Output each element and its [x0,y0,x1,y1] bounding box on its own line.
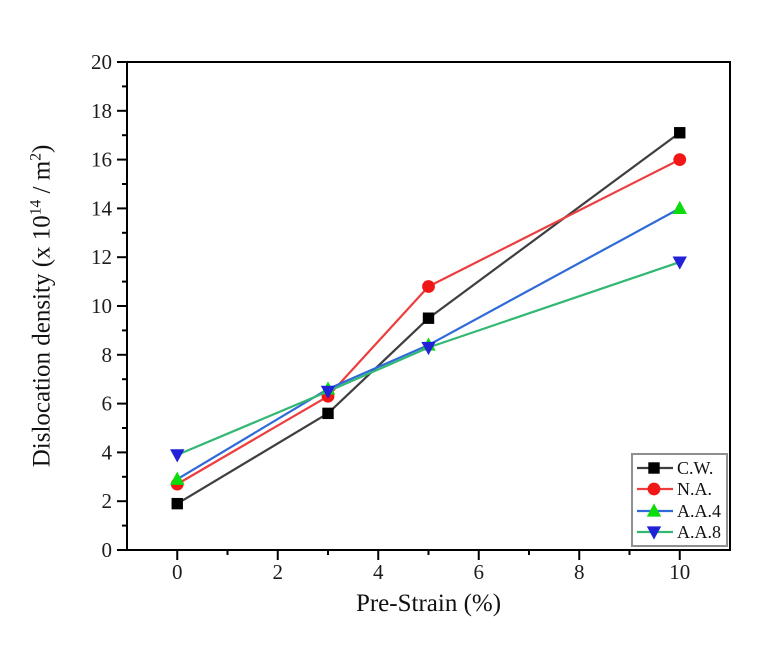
series-line [176,207,681,481]
legend-swatch [637,526,673,540]
y-axis-tick-label: 12 [91,245,112,269]
legend-entry-cw: C.W. [637,457,722,478]
y-axis-tick-label: 4 [102,440,113,464]
y-axis-tick-label: 18 [91,99,112,123]
legend-entry-aa4: A.A.4 [637,500,722,521]
y-axis-tick-label: 2 [102,489,113,513]
data-point-marker [170,449,185,463]
data-point-marker [170,471,185,485]
series-line [176,158,681,486]
triangle-up-icon [646,503,662,517]
legend-box: C.W. N.A. A.A.4 A.A.8 [631,453,728,547]
x-axis-label: Pre-Strain (%) [355,590,502,617]
y-axis-label-superscript-exponent: 14 [27,199,45,216]
triangle-down-icon [646,526,662,540]
series-line [176,261,681,456]
legend-label: N.A. [677,479,712,500]
series-line [176,131,681,505]
series-aa8 [170,256,687,463]
data-point-marker [422,280,435,293]
series-cw [171,127,686,510]
data-point-marker [673,153,687,167]
y-axis-label-text: / m [28,160,56,200]
data-point-marker [421,341,436,356]
y-axis-label-text: Dislocation density (x 10 [28,215,56,468]
circle-icon [647,482,661,496]
legend-swatch [637,462,673,474]
legend-label: A.A.8 [677,522,721,543]
legend-label: C.W. [677,457,714,478]
x-axis-tick-label: 4 [373,560,384,584]
y-axis-label-superscript-squared: 2 [27,153,45,161]
y-axis-label-text: ) [28,144,56,154]
x-axis-tick-label: 8 [574,560,585,584]
data-point-marker [322,407,334,420]
legend-entry-aa8: A.A.8 [637,522,722,543]
legend-entry-na: N.A. [637,479,722,500]
y-axis-tick-label: 8 [102,343,113,367]
data-point-marker [672,256,687,270]
data-point-marker [422,312,435,324]
legend-swatch [637,503,673,517]
y-axis-tick-label: 14 [91,196,113,220]
data-point-marker [320,385,336,399]
x-axis-tick-label: 0 [172,560,183,584]
square-icon [648,462,660,474]
y-axis-label: Dislocation density (x 1014 / m2) [27,145,56,468]
legend-label: A.A.4 [677,500,721,521]
x-axis-tick-label: 10 [669,560,690,584]
data-point-marker [171,497,183,510]
data-point-marker [672,200,687,214]
data-point-marker [674,127,686,139]
x-axis-tick-label: 2 [273,560,284,584]
legend-swatch [637,482,673,496]
y-axis-tick-label: 0 [102,538,113,562]
y-axis-tick-label: 16 [91,148,112,172]
y-axis-tick-label: 10 [91,294,112,318]
x-axis-tick-label: 6 [474,560,485,584]
y-axis-tick-label: 6 [102,392,113,416]
y-axis-tick-label: 20 [91,50,112,74]
